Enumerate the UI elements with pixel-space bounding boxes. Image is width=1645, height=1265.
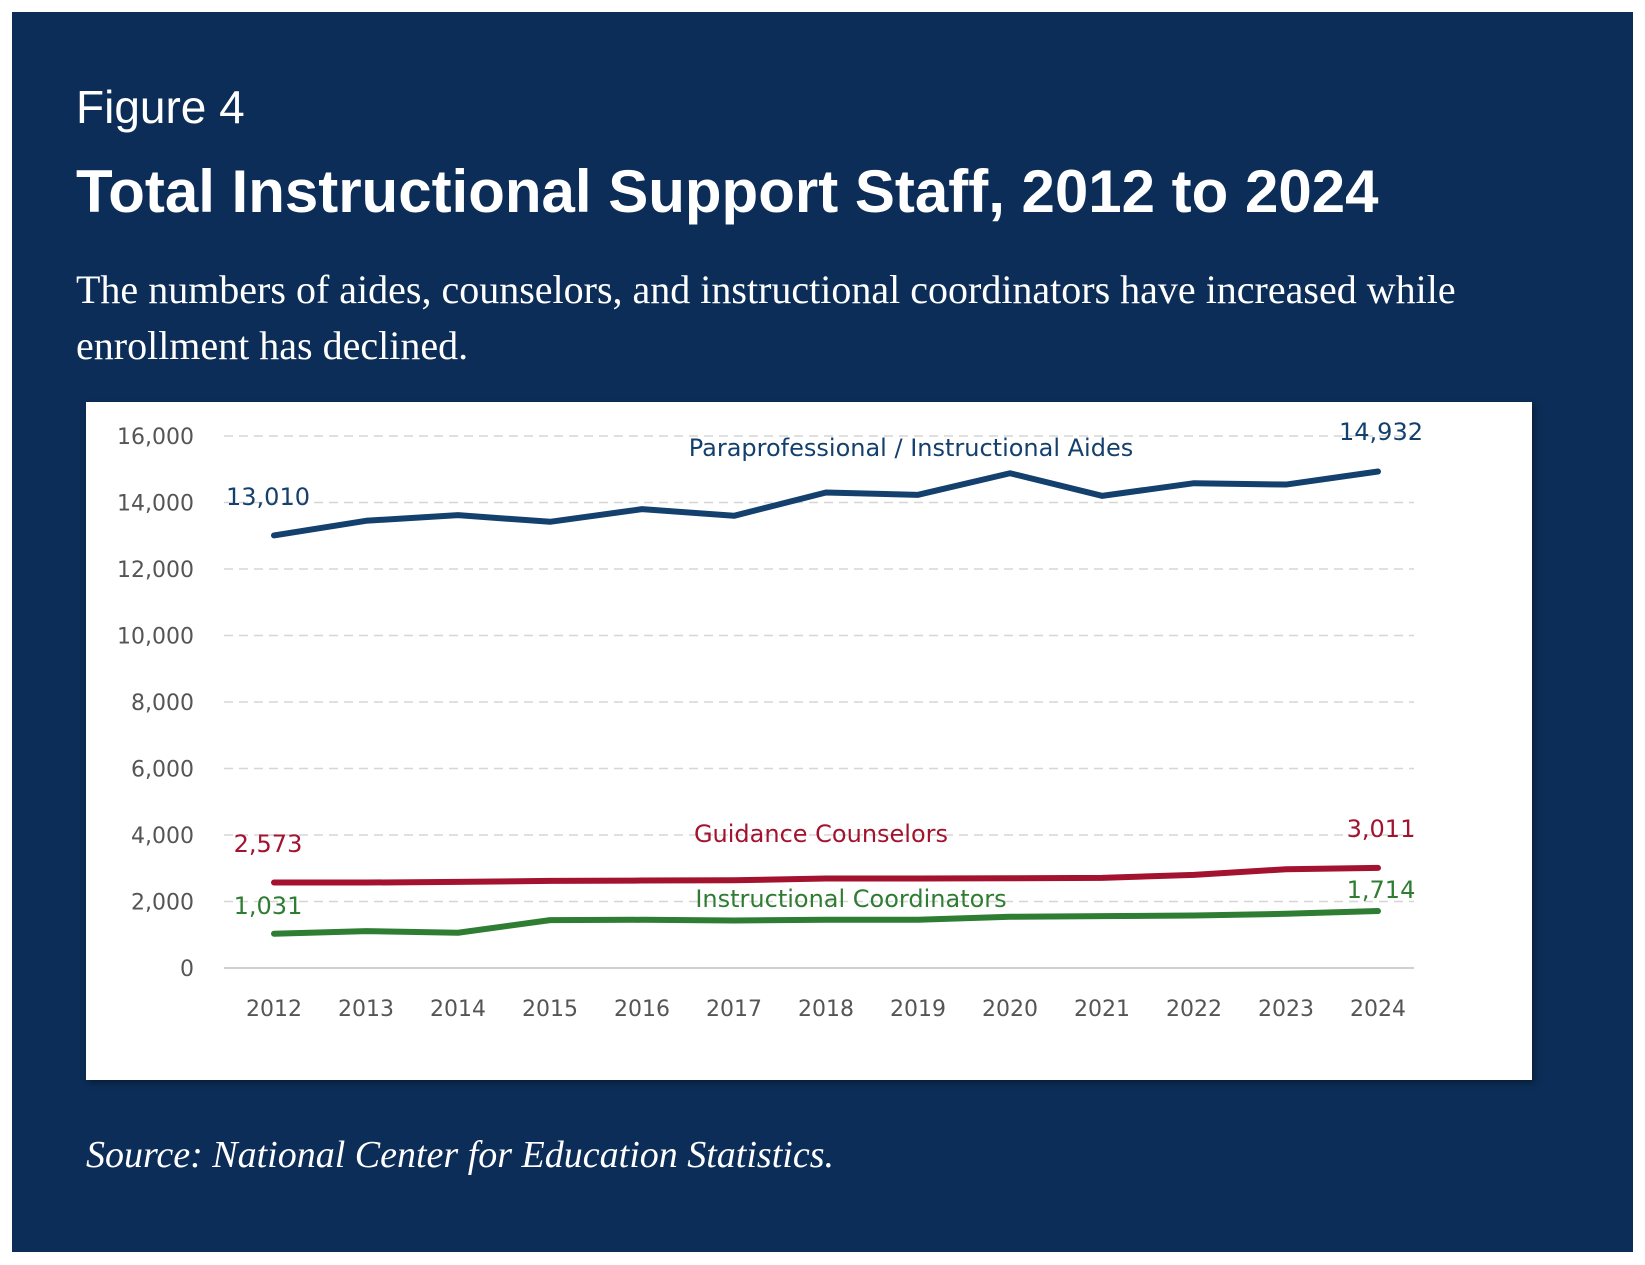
x-tick-label: 2024 (1350, 997, 1406, 1022)
chart-title: Total Instructional Support Staff, 2012 … (76, 158, 1379, 225)
y-tick-label: 16,000 (117, 425, 194, 450)
data-label-coordinators-start: 1,031 (234, 892, 303, 920)
y-tick-label: 12,000 (117, 558, 194, 583)
x-tick-label: 2013 (338, 997, 394, 1022)
series-line-aides (271, 468, 1381, 539)
y-tick-label: 14,000 (117, 492, 194, 517)
series-lines (271, 468, 1381, 937)
source-note: Source: National Center for Education St… (86, 1134, 834, 1176)
x-tick-label: 2018 (798, 997, 854, 1022)
x-axis-ticks: 2012 2013 2014 2015 2016 2017 2018 2019 2020 2021… (246, 997, 1406, 1022)
y-tick-label: 4,000 (131, 824, 194, 849)
y-tick-label: 6,000 (131, 758, 194, 783)
data-labels: Paraprofessional / Instructional Aides Gu… (226, 418, 1423, 920)
line-chart: 0 2,000 4,000 6,000 8,000 10,000 12,000 14,000 1… (117, 418, 1423, 1022)
x-tick-label: 2015 (522, 997, 578, 1022)
x-tick-label: 2020 (982, 997, 1038, 1022)
data-label-aides-end: 14,932 (1339, 418, 1423, 446)
x-tick-label: 2016 (614, 997, 670, 1022)
y-tick-label: 10,000 (117, 625, 194, 650)
gridlines (224, 435, 1414, 969)
data-label-aides-start: 13,010 (226, 483, 310, 511)
series-name-aides: Paraprofessional / Instructional Aides (689, 434, 1133, 462)
data-label-counselors-end: 3,011 (1347, 815, 1416, 843)
data-label-coordinators-end: 1,714 (1347, 876, 1416, 904)
x-tick-label: 2023 (1258, 997, 1314, 1022)
x-tick-label: 2019 (890, 997, 946, 1022)
x-tick-label: 2022 (1166, 997, 1222, 1022)
series-name-counselors: Guidance Counselors (694, 820, 948, 848)
figure-label: Figure 4 (76, 81, 245, 133)
x-tick-label: 2014 (430, 997, 486, 1022)
y-tick-label: 2,000 (131, 891, 194, 916)
y-tick-label: 8,000 (131, 691, 194, 716)
series-name-coordinators: Instructional Coordinators (695, 885, 1006, 913)
data-label-counselors-start: 2,573 (234, 830, 303, 858)
x-tick-label: 2012 (246, 997, 302, 1022)
chart-area: 0 2,000 4,000 6,000 8,000 10,000 12,000 14,000 1… (86, 402, 1532, 1080)
chart-subtitle: The numbers of aides, counselors, and in… (76, 267, 1456, 368)
series-line-coordinators (271, 908, 1381, 937)
y-tick-label: 0 (180, 957, 194, 982)
x-tick-label: 2017 (706, 997, 762, 1022)
series-line-counselors (271, 864, 1381, 886)
y-axis-ticks: 0 2,000 4,000 6,000 8,000 10,000 12,000 14,000 1… (117, 425, 194, 982)
x-tick-label: 2021 (1074, 997, 1130, 1022)
